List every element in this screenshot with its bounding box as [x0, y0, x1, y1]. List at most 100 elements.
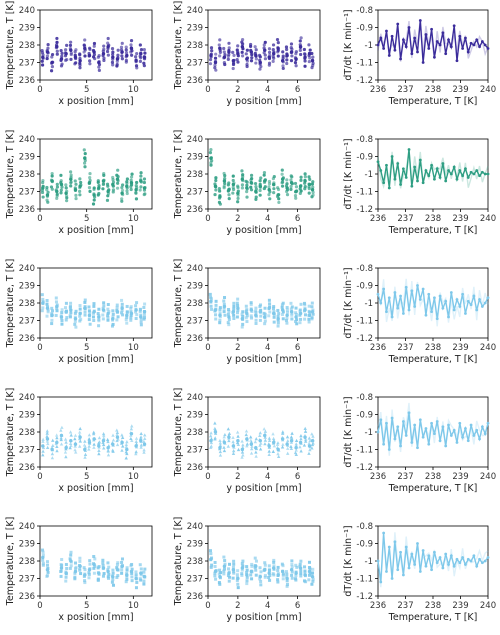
data-point	[307, 444, 312, 448]
data-point	[472, 554, 476, 558]
data-point	[139, 431, 143, 436]
data-point	[78, 559, 82, 563]
data-point	[280, 180, 285, 184]
data-point	[111, 433, 115, 437]
data-point	[455, 441, 459, 444]
data-point	[78, 189, 82, 193]
data-point	[289, 439, 294, 443]
data-point	[218, 189, 222, 193]
data-point	[244, 316, 248, 320]
plot-frame	[207, 396, 321, 468]
series-spread-line	[377, 148, 489, 190]
data-point	[267, 55, 271, 59]
data-point	[69, 57, 73, 61]
data-point	[142, 442, 147, 446]
data-point	[120, 188, 125, 193]
data-point	[45, 50, 50, 54]
data-point	[249, 301, 253, 305]
data-point	[289, 181, 294, 185]
data-point	[120, 448, 124, 452]
data-point	[271, 43, 276, 47]
x-tick-label: 4	[265, 472, 270, 482]
data-point	[262, 311, 266, 315]
data-point	[424, 564, 428, 568]
data-point	[139, 443, 144, 447]
data-point	[111, 438, 116, 442]
data-point	[311, 180, 315, 184]
data-point	[97, 448, 101, 452]
data-point	[209, 299, 213, 303]
data-point	[254, 321, 258, 325]
data-point	[45, 429, 49, 433]
data-point	[51, 443, 55, 447]
data-point	[480, 40, 484, 43]
data-point	[249, 442, 254, 446]
data-point	[45, 54, 49, 58]
data-point	[120, 298, 124, 302]
data-point	[97, 571, 101, 575]
data-point	[107, 572, 111, 576]
data-point	[452, 428, 456, 432]
y-tick-label: 238	[187, 299, 203, 309]
data-point	[232, 570, 236, 574]
data-point	[78, 311, 82, 316]
data-point	[78, 564, 82, 568]
data-point	[134, 450, 138, 454]
data-point	[214, 178, 218, 183]
data-point	[469, 303, 473, 307]
data-point	[59, 442, 64, 446]
data-point	[55, 192, 59, 196]
data-point	[299, 574, 303, 578]
data-point	[396, 22, 400, 26]
data-point	[64, 301, 68, 305]
data-point	[213, 60, 218, 65]
y-tick-label: 237	[187, 188, 203, 198]
data-point	[486, 421, 490, 425]
data-point	[120, 311, 124, 315]
data-point	[124, 45, 128, 49]
y-tick-label: 238	[187, 41, 203, 51]
data-point	[74, 325, 78, 329]
data-point	[78, 184, 82, 188]
data-point	[134, 439, 138, 443]
data-point	[129, 310, 133, 314]
data-point	[41, 195, 45, 199]
data-point	[222, 55, 227, 59]
y-tick-label: -1	[365, 428, 373, 438]
data-point	[115, 430, 120, 435]
data-point	[130, 424, 134, 428]
y-tick-label: 236	[19, 76, 35, 86]
data-point	[222, 569, 226, 573]
data-point	[475, 169, 479, 172]
data-point	[393, 48, 397, 52]
x-tick-label: 0	[37, 85, 42, 95]
data-point	[223, 432, 227, 437]
data-point	[50, 174, 54, 178]
data-point	[286, 451, 290, 455]
data-point	[267, 47, 272, 51]
data-point	[227, 307, 231, 311]
x-tick-label: 237	[397, 214, 413, 224]
data-point	[294, 577, 298, 581]
data-point	[390, 315, 394, 319]
data-point	[227, 46, 231, 50]
data-point	[307, 320, 311, 324]
data-point	[245, 437, 249, 441]
data-point	[387, 296, 391, 300]
data-point	[55, 436, 59, 440]
data-point	[413, 165, 417, 169]
data-point	[87, 568, 92, 572]
data-point	[250, 56, 254, 60]
data-point	[285, 582, 289, 586]
data-point	[249, 173, 254, 177]
y-tick-label: -1	[365, 557, 373, 567]
data-point	[404, 176, 408, 179]
data-point	[45, 563, 49, 567]
data-point	[87, 444, 91, 448]
data-point	[105, 49, 110, 54]
data-point	[294, 448, 298, 452]
data-point	[258, 318, 262, 322]
data-point	[267, 438, 272, 442]
data-point	[231, 59, 236, 63]
data-point	[254, 189, 258, 194]
